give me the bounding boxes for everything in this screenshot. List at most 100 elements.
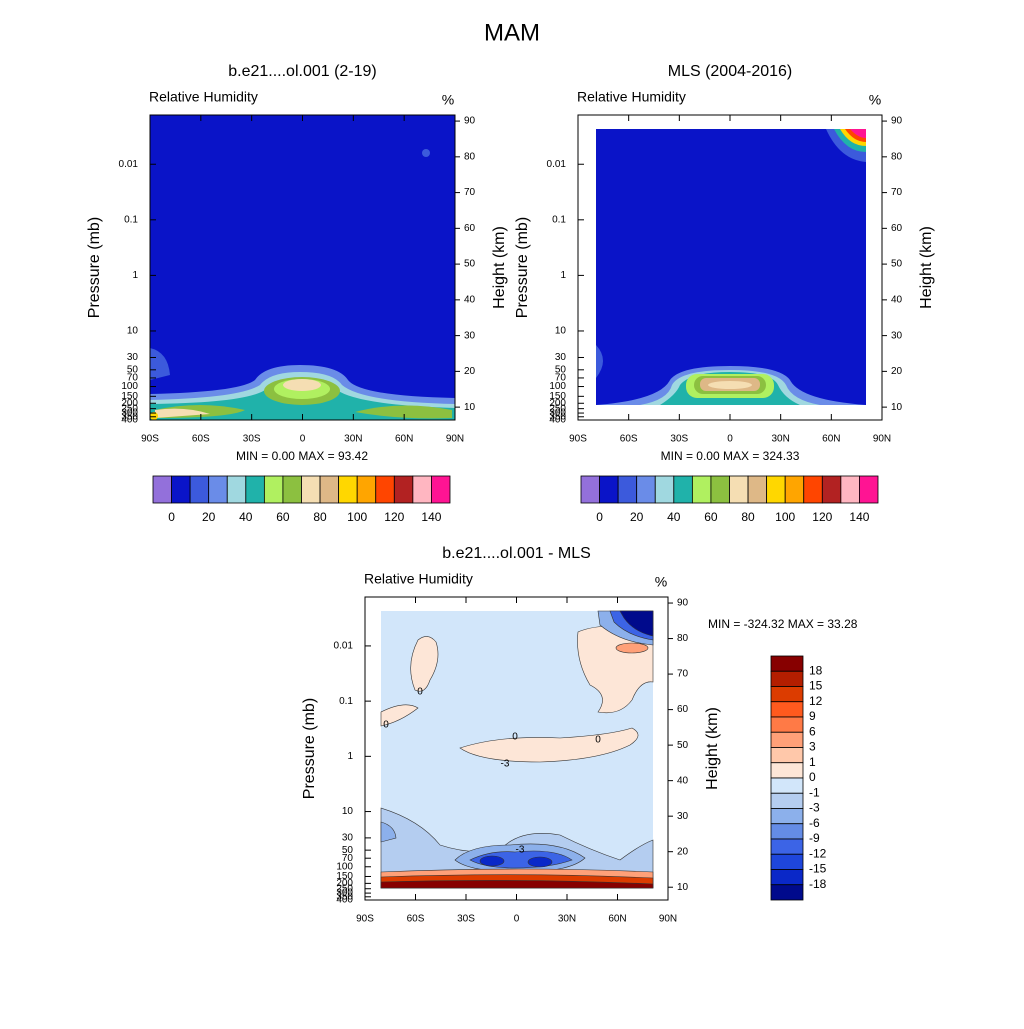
colorbar-box bbox=[152, 475, 172, 504]
colorbar-box bbox=[208, 475, 228, 504]
panel-title: MLS (2004-2016) bbox=[668, 63, 793, 80]
y-tick-label: 1 bbox=[347, 751, 353, 762]
colorbar-label: 120 bbox=[384, 510, 404, 524]
x-tick-label: 60S bbox=[620, 434, 638, 445]
y-tick-label: 300 bbox=[549, 408, 566, 419]
y-tick-label: 70 bbox=[342, 853, 354, 864]
colorbar-box bbox=[599, 475, 619, 504]
y2-tick-label: 60 bbox=[891, 223, 903, 234]
y2-tick-label: 70 bbox=[891, 187, 903, 198]
colorbar-label: 80 bbox=[741, 510, 755, 524]
y2-tick-label: 70 bbox=[677, 669, 689, 680]
y-tick-label: 200 bbox=[121, 398, 138, 409]
y-tick-label: 1 bbox=[560, 270, 566, 281]
colorbar-label: 100 bbox=[347, 510, 367, 524]
colorbar-label: -3 bbox=[809, 801, 820, 815]
colorbar-box bbox=[245, 475, 265, 504]
panel-title: b.e21....ol.001 (2-19) bbox=[228, 63, 377, 80]
y-tick-label: 10 bbox=[342, 806, 354, 817]
colorbar-label: 120 bbox=[812, 510, 832, 524]
field-3 bbox=[380, 610, 654, 889]
y-tick-label: 150 bbox=[336, 871, 353, 882]
colorbar-box bbox=[770, 869, 804, 886]
y2-tick-label: 40 bbox=[891, 294, 903, 305]
y2-tick-label: 80 bbox=[891, 151, 903, 162]
colorbar-box bbox=[431, 475, 451, 504]
colorbar-box bbox=[171, 475, 191, 504]
colorbar-box bbox=[770, 731, 804, 748]
colorbar-box bbox=[766, 475, 786, 504]
x-tick-label: 90N bbox=[873, 434, 891, 445]
contour-label: 0 bbox=[595, 735, 601, 746]
colorbar-box bbox=[412, 475, 432, 504]
colorbar-label: -9 bbox=[809, 831, 820, 845]
colorbar-box bbox=[784, 475, 805, 504]
y2-tick-label: 10 bbox=[464, 402, 476, 413]
y-tick-label: 70 bbox=[555, 373, 567, 384]
colorbar-label: 60 bbox=[704, 510, 718, 524]
colorbar-box bbox=[770, 716, 804, 733]
y-tick-label: 0.1 bbox=[124, 214, 138, 225]
colorbar-box bbox=[770, 655, 804, 672]
colorbar-box bbox=[770, 686, 804, 703]
x-tick-label: 30S bbox=[243, 434, 261, 445]
y-tick-label: 0.01 bbox=[119, 159, 139, 170]
y2-tick-label: 80 bbox=[464, 151, 476, 162]
x-tick-label: 30N bbox=[771, 434, 789, 445]
field-1 bbox=[150, 115, 455, 420]
field-2 bbox=[596, 129, 866, 405]
contour-label: -3 bbox=[501, 759, 510, 770]
y2-tick-label: 50 bbox=[677, 740, 689, 751]
y-tick-label: 400 bbox=[549, 415, 566, 426]
y-tick-label: 250 bbox=[121, 403, 138, 414]
y-tick-label: 50 bbox=[342, 845, 354, 856]
y2-tick-label: 90 bbox=[464, 116, 476, 127]
y2-tick-label: 20 bbox=[891, 366, 903, 377]
colorbar-label: 0 bbox=[168, 510, 175, 524]
x-tick-label: 30S bbox=[670, 434, 688, 445]
stats: MIN = 0.00 MAX = 324.33 bbox=[661, 449, 800, 463]
x-tick-label: 90N bbox=[659, 914, 677, 925]
colorbar-label: 20 bbox=[202, 510, 216, 524]
y2-tick-label: 50 bbox=[891, 259, 903, 270]
y-tick-label: 0.1 bbox=[552, 214, 566, 225]
y-tick-label: 300 bbox=[121, 408, 138, 419]
colorbar-box bbox=[282, 475, 302, 504]
colorbar-box bbox=[617, 475, 638, 504]
x-tick-label: 60S bbox=[192, 434, 210, 445]
y-axis-title: Pressure (mb) bbox=[301, 698, 318, 799]
units: % bbox=[442, 92, 454, 108]
y-tick-label: 250 bbox=[549, 403, 566, 414]
colorbar-box bbox=[770, 792, 804, 809]
x-tick-label: 0 bbox=[300, 434, 306, 445]
colorbar-label: -1 bbox=[809, 785, 820, 799]
stats: MIN = 0.00 MAX = 93.42 bbox=[236, 449, 368, 463]
colorbar-box bbox=[580, 475, 600, 504]
y2-tick-label: 90 bbox=[677, 598, 689, 609]
x-tick-label: 0 bbox=[514, 914, 520, 925]
y-tick-label: 150 bbox=[549, 391, 566, 402]
y2-tick-label: 10 bbox=[677, 882, 689, 893]
colorbar-label: 80 bbox=[313, 510, 327, 524]
y-tick-label: 10 bbox=[127, 326, 139, 337]
colorbar-label: 0 bbox=[809, 770, 816, 784]
colorbar-box bbox=[770, 884, 804, 901]
y-tick-label: 0.1 bbox=[339, 696, 353, 707]
y2-tick-label: 30 bbox=[677, 811, 689, 822]
colorbar-label: 0 bbox=[596, 510, 603, 524]
colorbar-box bbox=[729, 475, 749, 504]
colorbar-box bbox=[770, 747, 804, 764]
colorbar-box bbox=[691, 475, 712, 504]
colorbar-label: 40 bbox=[239, 510, 253, 524]
colorbar-box bbox=[226, 475, 247, 504]
colorbar-label: 60 bbox=[276, 510, 290, 524]
y2-tick-label: 60 bbox=[677, 704, 689, 715]
colorbar-box bbox=[770, 777, 804, 794]
colorbar-box bbox=[301, 475, 321, 504]
panel-subtitle: Relative Humidity bbox=[364, 571, 473, 587]
colorbar-label: 6 bbox=[809, 724, 816, 738]
colorbar-label: 40 bbox=[667, 510, 681, 524]
x-tick-label: 30S bbox=[457, 914, 475, 925]
x-tick-label: 60N bbox=[608, 914, 626, 925]
colorbar-label: -12 bbox=[809, 846, 827, 860]
